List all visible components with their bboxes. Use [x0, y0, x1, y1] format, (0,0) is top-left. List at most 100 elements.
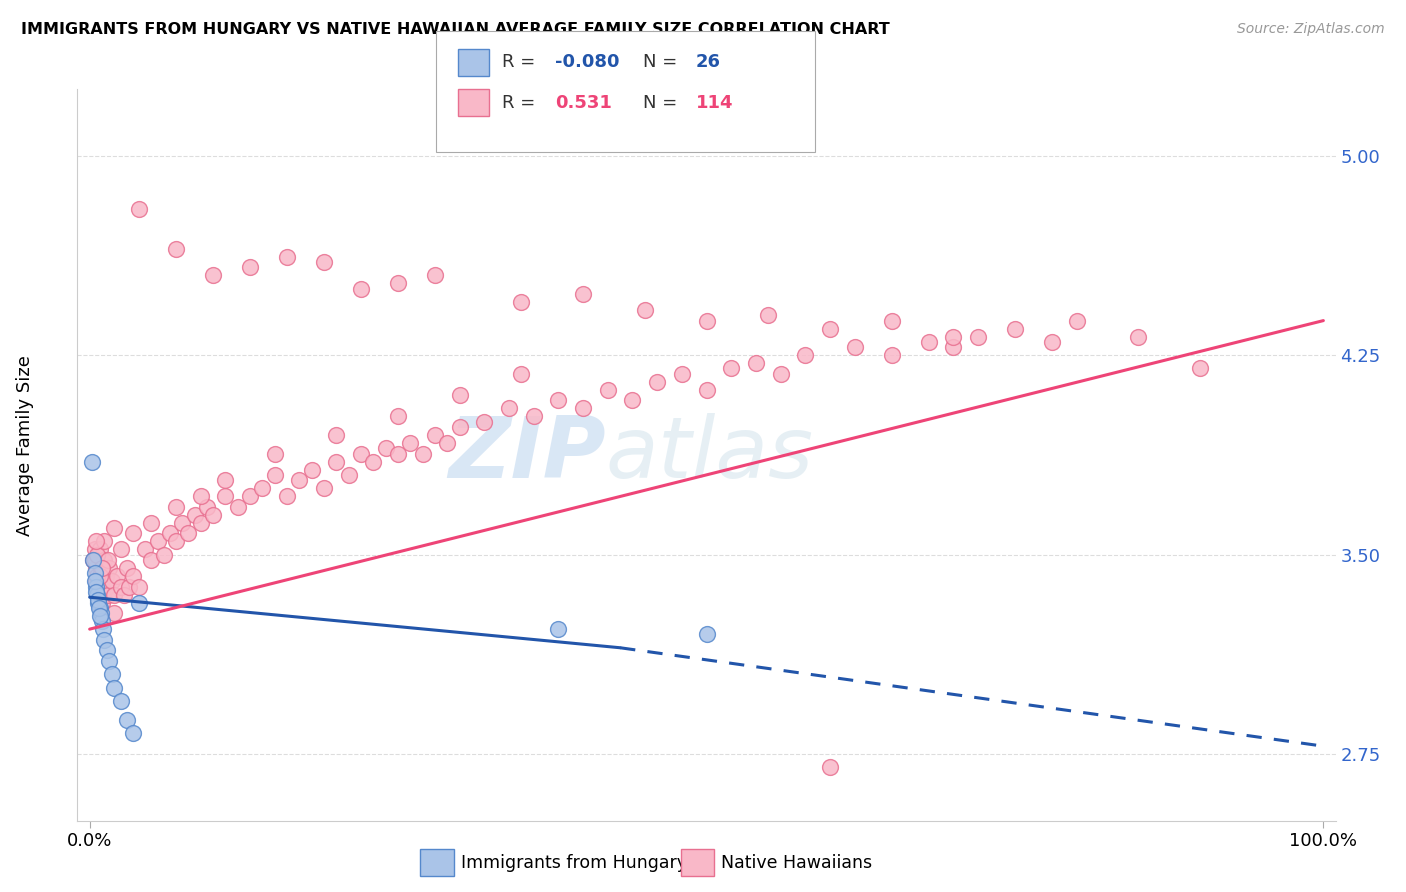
Point — [84, 580, 107, 594]
Point — [172, 516, 194, 530]
Point — [83, 566, 105, 581]
Point — [128, 595, 150, 609]
Point — [350, 282, 373, 296]
Point — [86, 593, 108, 607]
Point — [671, 367, 693, 381]
Text: IMMIGRANTS FROM HUNGARY VS NATIVE HAWAIIAN AVERAGE FAMILY SIZE CORRELATION CHART: IMMIGRANTS FROM HUNGARY VS NATIVE HAWAII… — [21, 22, 890, 37]
Point — [103, 681, 125, 695]
Point — [276, 250, 298, 264]
Point — [101, 574, 124, 589]
Point — [115, 713, 138, 727]
Point — [596, 383, 619, 397]
Point — [84, 574, 107, 589]
Point — [818, 760, 841, 774]
Point — [141, 516, 163, 530]
Point — [86, 569, 108, 583]
Point — [449, 420, 471, 434]
Point — [87, 580, 110, 594]
Point — [96, 643, 118, 657]
Point — [942, 340, 965, 354]
Point — [263, 447, 285, 461]
Point — [387, 277, 409, 291]
Point — [89, 569, 111, 583]
Point — [1040, 334, 1063, 349]
Point — [226, 500, 249, 514]
Point — [87, 595, 110, 609]
Point — [621, 393, 644, 408]
Point — [128, 580, 150, 594]
Point — [93, 632, 115, 647]
Point — [423, 268, 446, 283]
Point — [510, 367, 533, 381]
Point — [818, 321, 841, 335]
Point — [96, 580, 118, 594]
Point — [89, 600, 111, 615]
Point — [942, 329, 965, 343]
Point — [412, 447, 434, 461]
Point — [510, 295, 533, 310]
Point — [121, 569, 143, 583]
Point — [91, 580, 114, 594]
Point — [93, 534, 115, 549]
Point — [152, 548, 174, 562]
Point — [449, 388, 471, 402]
Point — [572, 287, 595, 301]
Point — [86, 548, 108, 562]
Point — [880, 313, 903, 327]
Point — [696, 627, 718, 641]
Text: N =: N = — [643, 54, 682, 71]
Text: atlas: atlas — [606, 413, 814, 497]
Point — [110, 580, 132, 594]
Point — [112, 588, 135, 602]
Point — [121, 526, 143, 541]
Text: N =: N = — [643, 94, 682, 112]
Text: Immigrants from Hungary: Immigrants from Hungary — [461, 855, 688, 872]
Point — [91, 595, 114, 609]
Point — [214, 489, 236, 503]
Point — [325, 454, 347, 468]
Point — [134, 542, 156, 557]
Point — [387, 409, 409, 424]
Point — [696, 383, 718, 397]
Point — [645, 375, 668, 389]
Point — [239, 260, 262, 275]
Point — [523, 409, 546, 424]
Point — [202, 268, 225, 283]
Point — [1066, 313, 1088, 327]
Point — [86, 585, 108, 599]
Text: R =: R = — [502, 54, 541, 71]
Point — [93, 553, 115, 567]
Point — [118, 580, 141, 594]
Point — [756, 308, 779, 322]
Point — [1004, 321, 1026, 335]
Point — [498, 401, 520, 416]
Point — [86, 588, 108, 602]
Point — [214, 473, 236, 487]
Point — [195, 500, 218, 514]
Point — [141, 553, 163, 567]
Point — [97, 553, 120, 567]
Point — [87, 600, 110, 615]
Point — [165, 534, 187, 549]
Point — [312, 255, 335, 269]
Point — [110, 542, 132, 557]
Point — [82, 454, 104, 468]
Point — [165, 500, 187, 514]
Point — [90, 561, 112, 575]
Point — [159, 526, 181, 541]
Point — [84, 534, 107, 549]
Point — [696, 313, 718, 327]
Point — [350, 447, 373, 461]
Point — [276, 489, 298, 503]
Text: 114: 114 — [696, 94, 734, 112]
Point — [115, 561, 138, 575]
Point — [146, 534, 169, 549]
Point — [572, 401, 595, 416]
Point — [82, 553, 104, 567]
Point — [769, 367, 792, 381]
Point — [634, 302, 657, 317]
Point — [84, 561, 107, 575]
Point — [399, 436, 422, 450]
Point — [84, 574, 107, 589]
Point — [263, 467, 285, 482]
